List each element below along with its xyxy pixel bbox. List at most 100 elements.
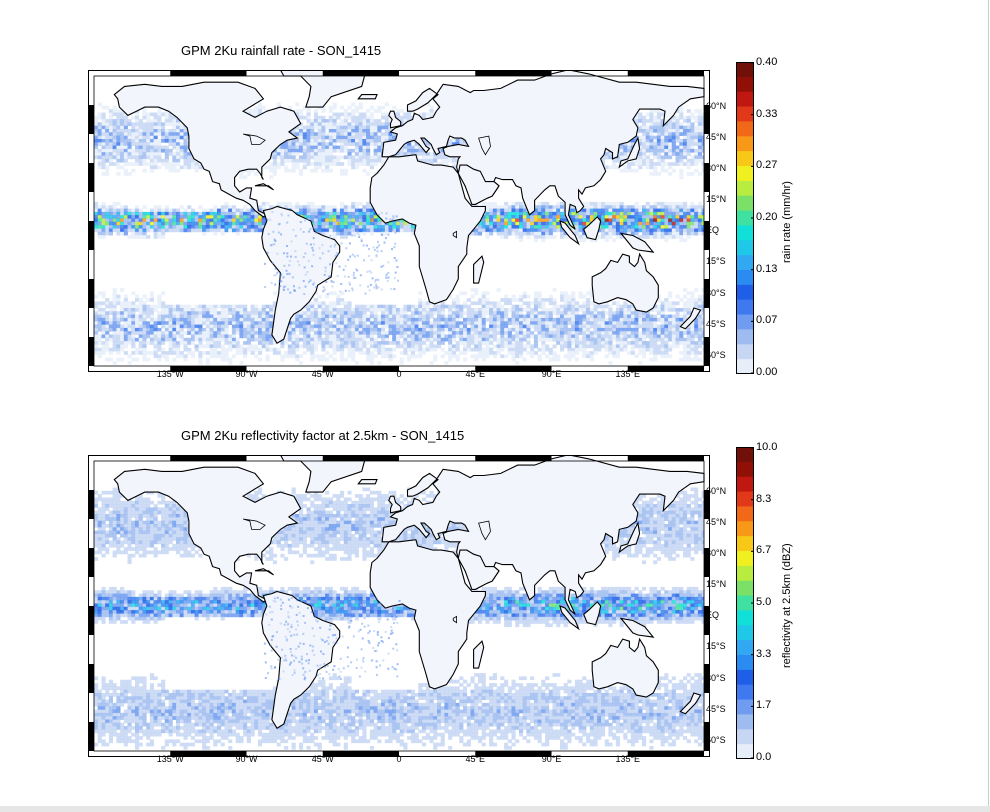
coast-australia bbox=[591, 252, 659, 313]
colorbar-segment bbox=[736, 62, 754, 78]
colorbar-segment bbox=[736, 314, 754, 330]
lat-label: EQ bbox=[706, 225, 720, 236]
coast-caribbean bbox=[254, 183, 274, 191]
lat-label: EQ bbox=[706, 610, 720, 621]
coast-southAmerica bbox=[261, 205, 341, 344]
lat-label: 60°S bbox=[706, 349, 726, 360]
coast-uk bbox=[388, 110, 402, 129]
coast-arabia bbox=[457, 164, 500, 205]
colorbar-segment bbox=[736, 506, 754, 522]
lon-label: 135°W bbox=[156, 754, 184, 764]
colorbar-segment bbox=[736, 299, 754, 316]
lon-label: 45°W bbox=[311, 754, 334, 764]
lat-label: 30°N bbox=[706, 548, 727, 559]
colorbar-segment bbox=[736, 461, 754, 478]
coast-greenland bbox=[279, 455, 366, 493]
lat-label: 45°S bbox=[706, 318, 726, 329]
lat-label: 15°N bbox=[706, 194, 727, 205]
colorbar-segment bbox=[736, 625, 754, 641]
colorbar-segment bbox=[736, 640, 754, 656]
colorbar-segment bbox=[736, 195, 754, 212]
lat-label: 60°N bbox=[706, 101, 727, 112]
colorbar-tick-label: 0.33 bbox=[756, 107, 778, 120]
coast-madagascar bbox=[473, 255, 485, 284]
coast-newGuinea bbox=[619, 232, 655, 253]
lake-2 bbox=[452, 615, 458, 624]
colorbar-segment bbox=[736, 121, 754, 137]
lon-label: 45°E bbox=[465, 754, 486, 764]
colorbar-segment bbox=[736, 136, 754, 152]
lat-label: 15°S bbox=[706, 256, 726, 267]
coast-arabia bbox=[457, 549, 500, 590]
coast-northAmerica bbox=[113, 81, 302, 218]
colorbar-segment bbox=[736, 714, 754, 730]
coast-madagascar bbox=[473, 640, 485, 669]
lake-2 bbox=[452, 230, 458, 239]
reflectivity-colorbar-label: reflectivity at 2.5km (dBZ) bbox=[781, 543, 793, 668]
colorbar-tick-label: 0.13 bbox=[756, 262, 778, 275]
colorbar-tick-label: 6.7 bbox=[756, 544, 772, 557]
coastlines bbox=[113, 70, 705, 344]
coast-nz bbox=[679, 307, 702, 330]
lake-0 bbox=[242, 518, 266, 530]
lon-label: 0 bbox=[396, 369, 402, 379]
coast-japan bbox=[618, 521, 641, 554]
window-edge-bottom bbox=[0, 806, 990, 812]
lat-label: 15°S bbox=[706, 641, 726, 652]
coast-uk bbox=[388, 495, 402, 514]
colorbar-segment bbox=[736, 565, 754, 582]
rainfall-colorbar bbox=[736, 62, 754, 374]
coast-greenland bbox=[279, 70, 366, 108]
colorbar-segment bbox=[736, 329, 754, 345]
colorbar-segment bbox=[736, 729, 754, 745]
map-border bbox=[88, 70, 710, 372]
land-speckle bbox=[263, 595, 401, 681]
lat-label: 45°N bbox=[706, 132, 727, 143]
colorbar-segment bbox=[736, 76, 754, 93]
lon-label: 135°E bbox=[615, 369, 641, 379]
colorbar-segment bbox=[736, 91, 754, 108]
colorbar-segment bbox=[736, 491, 754, 507]
lon-label: 45°W bbox=[311, 369, 334, 379]
colorbar-tick-label: 3.3 bbox=[756, 647, 772, 660]
land-speckle bbox=[263, 211, 400, 295]
colorbar-segment bbox=[736, 210, 754, 226]
lat-label: 60°S bbox=[706, 734, 726, 745]
colorbar-segment bbox=[736, 225, 754, 241]
panel-1-title: GPM 2Ku rainfall rate - SON_1415 bbox=[181, 43, 382, 58]
coast-sumatra bbox=[559, 220, 580, 246]
coast-australia bbox=[591, 637, 659, 698]
colorbar-segment bbox=[736, 255, 754, 271]
lat-label: 30°S bbox=[706, 287, 726, 298]
lon-label: 0 bbox=[396, 754, 402, 764]
lon-label: 45°E bbox=[465, 369, 486, 379]
lon-label: 90°E bbox=[541, 754, 562, 764]
coast-africa bbox=[369, 154, 486, 305]
lat-label: 60°N bbox=[706, 486, 727, 497]
colorbar-tick-label: 1.7 bbox=[756, 699, 772, 712]
colorbar-segment bbox=[736, 521, 754, 537]
colorbar-segment bbox=[736, 551, 754, 567]
lat-label: 30°S bbox=[706, 672, 726, 683]
coastlines bbox=[113, 455, 705, 729]
lon-label: 90°W bbox=[235, 754, 258, 764]
coast-africa bbox=[369, 539, 486, 690]
colorbar-tick-label: 5.0 bbox=[756, 596, 772, 608]
rainfall-rate-map bbox=[88, 70, 710, 372]
coast-iceland bbox=[357, 94, 378, 100]
colorbar-tick-label: 8.3 bbox=[756, 492, 772, 505]
lon-label: 135°W bbox=[156, 369, 184, 379]
colorbar-segment bbox=[736, 240, 754, 256]
colorbar-segment bbox=[736, 669, 754, 686]
colorbar-tick-label: 0.27 bbox=[756, 159, 778, 172]
colorbar-segment bbox=[736, 284, 754, 301]
lon-label: 90°E bbox=[541, 369, 562, 379]
reflectivity-colorbar bbox=[736, 447, 754, 759]
coast-nz bbox=[679, 692, 702, 715]
colorbar-tick-label: 0.07 bbox=[756, 314, 778, 327]
colorbar-segment bbox=[736, 166, 754, 182]
lon-label: 135°E bbox=[615, 754, 641, 764]
colorbar-tick-label: 0.0 bbox=[756, 751, 772, 763]
lat-label: 45°N bbox=[706, 517, 727, 528]
colorbar-segment bbox=[736, 595, 754, 611]
